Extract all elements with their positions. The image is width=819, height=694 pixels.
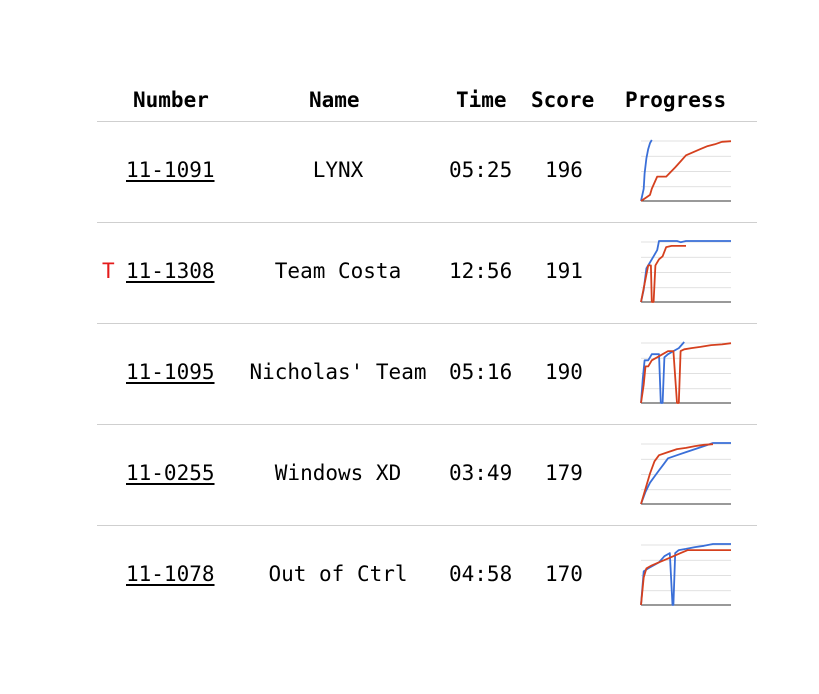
- team-time: 05:25: [449, 158, 513, 182]
- row-flag: T: [102, 259, 115, 283]
- team-time: 05:16: [449, 360, 513, 384]
- progress-series-line: [640, 549, 731, 606]
- progress-series-line: [640, 442, 731, 505]
- table-row: 11-0255 Windows XD 03:49 179: [97, 425, 757, 526]
- table-row: 11-1078 Out of Ctrl 04:58 170: [97, 526, 757, 626]
- team-name: Windows XD: [274, 461, 402, 485]
- progress-series-line: [640, 140, 732, 202]
- team-time: 04:58: [449, 562, 513, 586]
- team-number-link[interactable]: 11-1095: [126, 360, 215, 384]
- team-number-link[interactable]: 11-1078: [126, 562, 215, 586]
- team-score: 191: [545, 259, 583, 283]
- team-name: LYNX: [312, 158, 364, 182]
- table-row: 11-1091 LYNX 05:25 196: [97, 122, 757, 223]
- team-score: 179: [545, 461, 583, 485]
- table-header: Number Name Time Score Progress: [97, 78, 757, 122]
- header-score[interactable]: Score: [531, 88, 595, 112]
- progress-series-line: [640, 443, 714, 505]
- progress-series-line: [640, 342, 732, 404]
- team-score: 196: [545, 158, 583, 182]
- header-progress: Progress: [625, 88, 727, 112]
- progress-series-line: [640, 139, 653, 202]
- team-name: Nicholas' Team: [249, 360, 427, 384]
- header-time[interactable]: Time: [456, 88, 507, 112]
- table-row: T 11-1308 Team Costa 12:56 191: [97, 223, 757, 324]
- header-name[interactable]: Name: [309, 88, 360, 112]
- header-number[interactable]: Number: [133, 88, 209, 112]
- team-number-link[interactable]: 11-1091: [126, 158, 215, 182]
- progress-series-line: [640, 245, 686, 303]
- team-score: 190: [545, 360, 583, 384]
- team-score: 170: [545, 562, 583, 586]
- leaderboard-table: Number Name Time Score Progress 11-1091 …: [97, 78, 757, 626]
- progress-series-line: [640, 543, 731, 606]
- team-number-link[interactable]: 11-0255: [126, 461, 215, 485]
- team-time: 03:49: [449, 461, 513, 485]
- team-number-link[interactable]: 11-1308: [126, 259, 215, 283]
- progress-chart: [640, 240, 731, 303]
- team-name: Team Costa: [274, 259, 402, 283]
- progress-chart: [640, 442, 731, 505]
- progress-chart: [640, 139, 732, 202]
- progress-chart: [640, 543, 731, 606]
- progress-series-line: [640, 341, 685, 404]
- table-row: 11-1095 Nicholas' Team 05:16 190: [97, 324, 757, 425]
- team-name: Out of Ctrl: [268, 562, 408, 586]
- progress-chart: [640, 341, 732, 404]
- team-time: 12:56: [449, 259, 513, 283]
